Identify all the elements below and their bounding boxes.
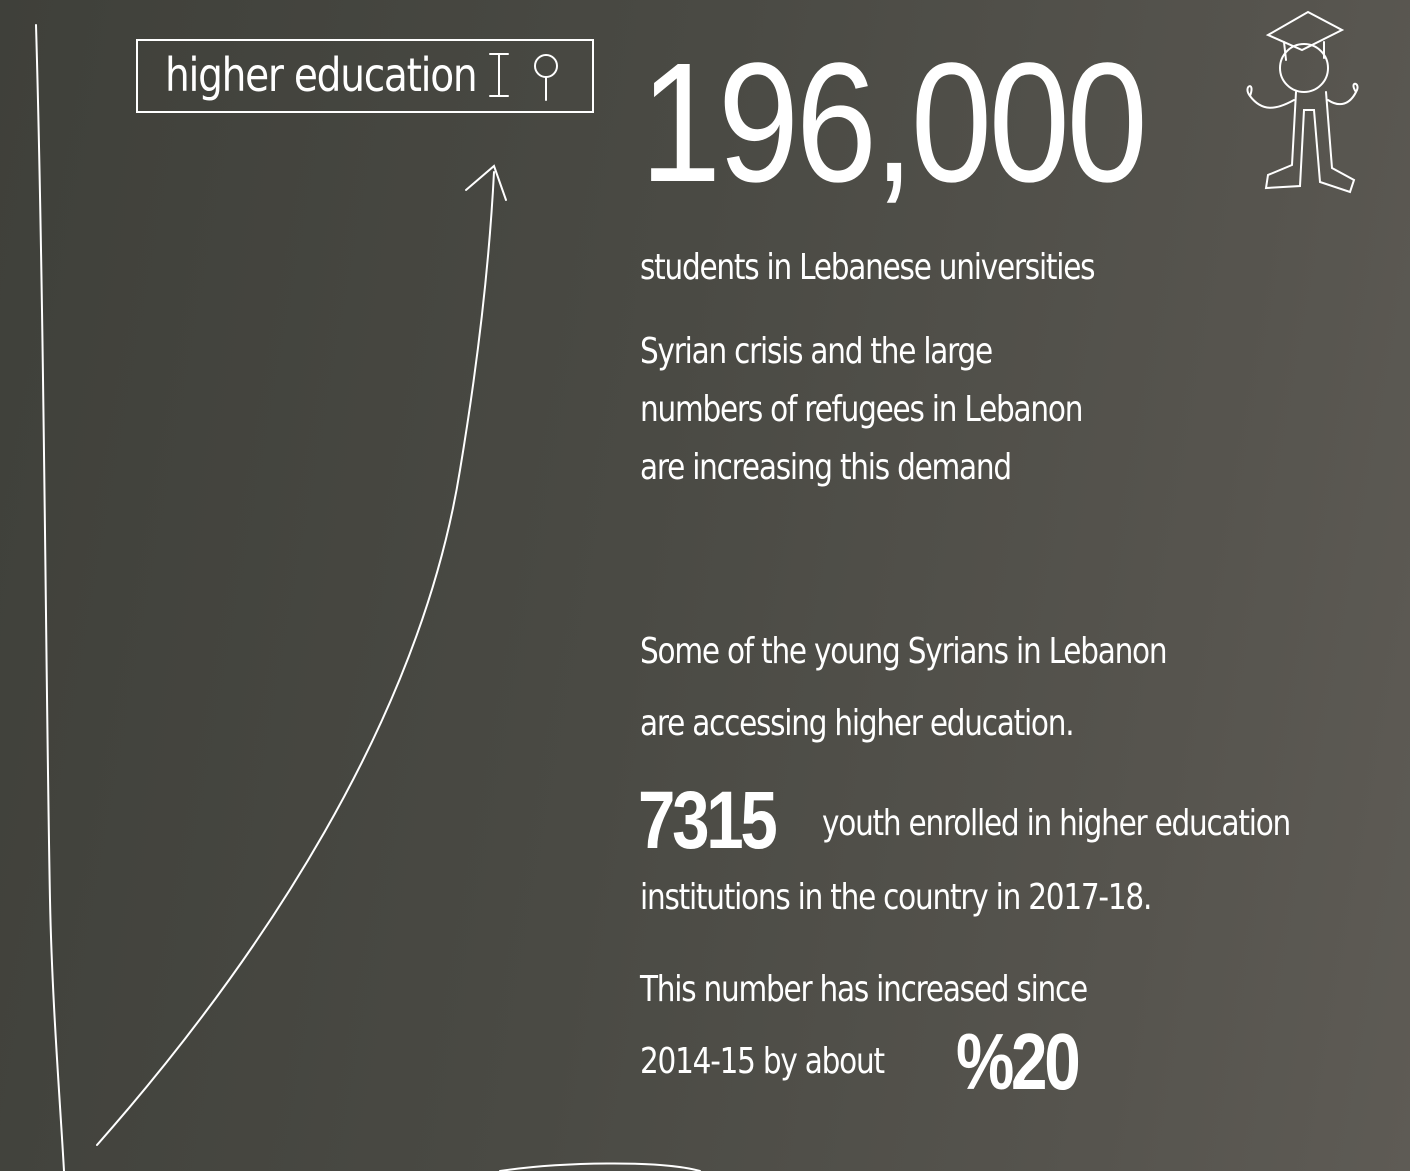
text-line: are accessing higher education.	[640, 706, 1073, 742]
infographic: higher education 196,000 students in Leb…	[0, 0, 1410, 1171]
search-query: higher education	[165, 52, 476, 98]
text-line: 2014-15 by about	[640, 1044, 884, 1080]
text-line: numbers of refugees in Lebanon	[640, 392, 1082, 428]
headline-number: 196,000	[640, 38, 1144, 208]
search-icon	[535, 55, 557, 77]
bottom-line	[500, 1163, 700, 1171]
text-line: Some of the young Syrians in Lebanon	[640, 634, 1166, 670]
graduate-figure	[1247, 12, 1357, 192]
arrow-head	[466, 166, 506, 200]
headline-caption: students in Lebanese universities	[640, 250, 1094, 286]
cursor-icon	[490, 54, 508, 96]
text-line: This number has increased since	[640, 972, 1087, 1008]
growth-curve	[97, 172, 494, 1145]
enrolment-number: 7315	[638, 780, 774, 862]
growth-number: %20	[956, 1022, 1077, 1102]
text-line: Syrian crisis and the large	[640, 334, 992, 370]
text-line: are increasing this demand	[640, 450, 1011, 486]
text-line: institutions in the country in 2017-18.	[640, 880, 1151, 916]
vertical-line	[36, 25, 64, 1171]
text-line: youth enrolled in higher education	[822, 806, 1290, 842]
